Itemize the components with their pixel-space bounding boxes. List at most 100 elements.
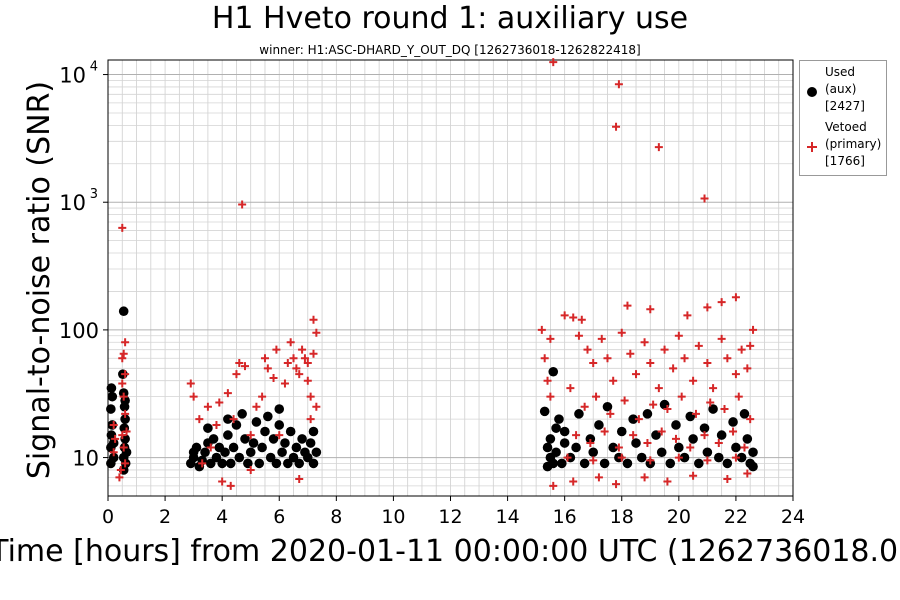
data-point-used: [699, 423, 710, 433]
data-point-vetoed: [646, 305, 655, 314]
data-point-vetoed: [212, 420, 221, 429]
data-point-vetoed: [280, 379, 289, 388]
data-point-vetoed: [612, 122, 621, 131]
data-point-vetoed: [206, 443, 215, 452]
data-point-used: [251, 417, 262, 427]
data-point-vetoed: [703, 456, 712, 465]
data-point-vetoed: [569, 477, 578, 486]
x-tick-label: 16: [553, 506, 577, 528]
data-point-used: [694, 458, 704, 469]
data-point-used: [739, 409, 750, 419]
data-point-vetoed: [737, 345, 746, 354]
data-point-vetoed: [235, 359, 244, 368]
data-point-used: [263, 411, 273, 422]
data-point-vetoed: [226, 481, 235, 490]
legend-line: (primary): [825, 137, 882, 151]
data-point-used: [108, 452, 119, 463]
data-point-vetoed: [252, 402, 261, 411]
x-tick-label: 20: [667, 506, 691, 528]
data-point-vetoed: [246, 465, 255, 474]
x-tick-label: 0: [102, 506, 114, 528]
data-point-vetoed: [717, 334, 726, 343]
data-point-vetoed: [537, 325, 546, 334]
y-tick-exponent: 3: [90, 187, 98, 202]
data-point-used: [671, 420, 681, 430]
data-point-used: [622, 458, 633, 469]
data-point-vetoed: [643, 439, 652, 448]
x-tick-label: 8: [330, 506, 342, 528]
data-point-used: [223, 414, 233, 424]
series-used: [106, 306, 758, 475]
data-point-vetoed: [654, 384, 663, 393]
data-point-vetoed: [269, 373, 278, 382]
data-point-used: [559, 426, 570, 437]
data-point-vetoed: [292, 364, 301, 373]
data-point-vetoed: [671, 434, 680, 443]
data-point-vetoed: [203, 402, 212, 411]
data-point-used: [308, 458, 319, 469]
data-point-used: [234, 452, 245, 463]
data-point-vetoed: [626, 349, 635, 358]
data-point-vetoed: [109, 420, 118, 429]
data-point-used: [280, 438, 290, 448]
x-tick-label: 4: [216, 506, 228, 528]
data-point-used: [602, 401, 613, 412]
data-point-vetoed: [649, 400, 658, 409]
data-point-used: [245, 447, 256, 458]
data-point-vetoed: [689, 471, 698, 480]
data-point-used: [225, 458, 236, 469]
red-plus-marker-icon: [807, 142, 817, 152]
data-point-used: [539, 406, 550, 417]
data-point-vetoed: [560, 311, 569, 320]
data-point-used: [608, 442, 618, 453]
data-point-vetoed: [546, 334, 555, 343]
data-point-vetoed: [569, 313, 578, 322]
data-point-vetoed: [215, 398, 224, 407]
data-point-used: [311, 447, 322, 458]
data-point-used: [557, 458, 567, 469]
data-point-vetoed: [612, 480, 621, 489]
data-point-vetoed: [680, 354, 689, 363]
data-point-vetoed: [723, 354, 732, 363]
data-point-used: [297, 434, 307, 444]
data-point-vetoed: [546, 392, 555, 401]
data-point-vetoed: [119, 392, 128, 401]
data-point-used: [708, 404, 718, 414]
data-point-used: [716, 430, 727, 440]
data-point-vetoed: [657, 427, 666, 436]
data-point-used: [106, 404, 116, 414]
data-point-vetoed: [746, 415, 755, 424]
data-point-vetoed: [263, 364, 272, 373]
data-point-used: [554, 414, 564, 424]
data-point-vetoed: [303, 376, 312, 385]
data-point-used: [285, 426, 296, 437]
data-point-vetoed: [286, 338, 295, 347]
data-point-vetoed: [731, 453, 740, 462]
data-point-vetoed: [731, 293, 740, 302]
data-point-used: [107, 391, 118, 402]
chart-title: H1 Hveto round 1: auxiliary use: [211, 1, 689, 36]
data-point-vetoed: [700, 431, 709, 440]
data-point-vetoed: [260, 354, 269, 363]
data-point-used: [217, 458, 227, 469]
data-point-vetoed: [731, 370, 740, 379]
data-point-vetoed: [300, 354, 309, 363]
data-point-used: [642, 409, 653, 419]
data-point-vetoed: [121, 409, 130, 418]
data-point-vetoed: [189, 392, 198, 401]
data-point-vetoed: [223, 389, 232, 398]
data-point-vetoed: [706, 398, 715, 407]
data-point-used: [651, 430, 661, 440]
data-point-used: [228, 442, 239, 453]
data-point-vetoed: [566, 384, 575, 393]
data-point-vetoed: [186, 379, 195, 388]
data-point-vetoed: [549, 481, 558, 490]
data-point-vetoed: [309, 315, 318, 324]
x-tick-label: 22: [724, 506, 748, 528]
data-point-vetoed: [674, 331, 683, 340]
data-point-used: [200, 447, 210, 458]
data-point-vetoed: [306, 415, 315, 424]
data-point-vetoed: [563, 453, 572, 462]
data-point-used: [636, 452, 647, 463]
data-point-vetoed: [303, 359, 312, 368]
